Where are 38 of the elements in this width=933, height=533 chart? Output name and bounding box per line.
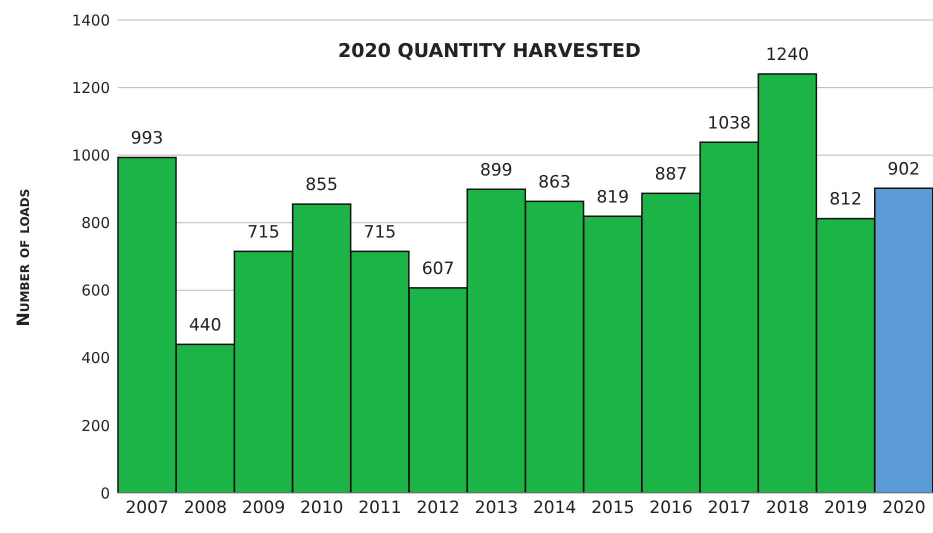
x-tick-label: 2011 [358, 498, 402, 518]
x-tick-label: 2012 [416, 498, 460, 518]
x-tick-label: 2019 [824, 498, 868, 518]
data-label: 887 [654, 164, 688, 184]
data-label: 812 [829, 190, 862, 210]
y-tick-label: 0 [100, 484, 110, 502]
y-tick-label: 1200 [72, 78, 110, 97]
data-label: 819 [596, 187, 629, 208]
text: 2020 QUANTITY HARVESTED [338, 40, 641, 62]
y-tick-label: 200 [81, 416, 110, 435]
data-label: 440 [188, 315, 222, 336]
x-tick-label: 2007 [125, 498, 169, 518]
x-tick-label: 2008 [184, 498, 227, 518]
y-tick-label: 1400 [72, 11, 110, 30]
y-axis-title: Number of loads [14, 188, 34, 326]
x-tick-label: 2009 [242, 498, 286, 518]
x-tick-label: 2014 [532, 498, 576, 518]
data-label: 993 [130, 128, 164, 149]
data-label: 863 [538, 172, 571, 192]
data-label: 1240 [766, 45, 809, 66]
data-label: 902 [888, 159, 920, 180]
y-tick-label: 400 [81, 349, 110, 368]
x-tick-label: 2018 [766, 498, 810, 518]
x-tick-label: 2010 [300, 498, 344, 518]
x-tick-label: 2015 [591, 498, 634, 518]
y-tick-label: 800 [81, 214, 110, 232]
x-tick-label: 2013 [474, 498, 518, 518]
data-label: 855 [305, 175, 338, 196]
data-label: 1038 [708, 113, 751, 134]
x-tick-label: 2017 [708, 498, 751, 518]
data-label: 899 [480, 160, 513, 180]
y-tick-label: 1000 [72, 146, 110, 164]
x-tick-label: 2020 [882, 498, 926, 518]
data-label: 607 [422, 258, 454, 279]
data-label: 715 [247, 222, 280, 242]
y-tick-label: 600 [81, 282, 110, 300]
data-label: 715 [364, 222, 396, 242]
x-tick-label: 2016 [649, 498, 693, 518]
